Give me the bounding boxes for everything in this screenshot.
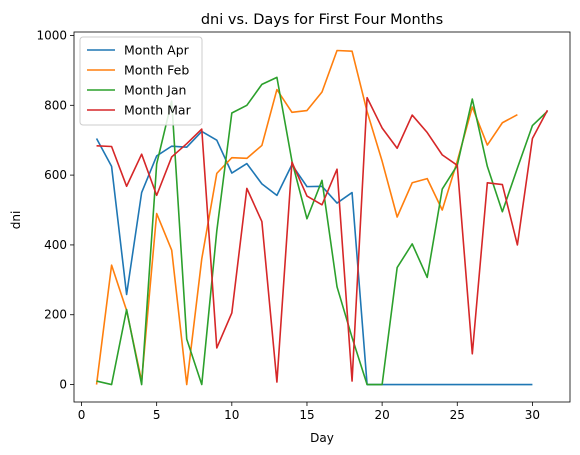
x-tick-label: 0: [78, 408, 86, 422]
plot-frame: [73, 31, 571, 403]
x-tick-label: 25: [450, 408, 465, 422]
y-tick-label: 1000: [36, 28, 67, 42]
legend: Month Apr Month Feb Month Jan Month Mar: [79, 36, 203, 126]
x-axis-label: Day: [310, 431, 334, 445]
y-axis: 0 200 400 600 800 1000: [36, 28, 74, 392]
y-axis-label: dni: [9, 211, 23, 230]
y-tick-label: 400: [44, 238, 67, 252]
series-line-month-apr: [95, 130, 533, 386]
x-tick-label: 30: [525, 408, 540, 422]
x-tick-label: 20: [374, 408, 389, 422]
series-line-month-mar: [96, 96, 549, 383]
legend-entry: Month Apr: [124, 43, 190, 58]
x-tick-label: 15: [299, 408, 314, 422]
series-line-month-feb: [95, 49, 518, 386]
y-tick-label: 0: [59, 378, 67, 392]
y-tick-label: 600: [44, 168, 67, 182]
x-tick-label: 10: [224, 408, 239, 422]
legend-entry: Month Jan: [124, 83, 186, 98]
chart-title: dni vs. Days for First Four Months: [201, 12, 443, 28]
legend-entry: Month Mar: [124, 103, 192, 118]
y-tick-label: 200: [44, 308, 67, 322]
y-tick-label: 800: [44, 98, 67, 112]
legend-box: [79, 36, 203, 126]
legend-entry: Month Feb: [124, 63, 189, 78]
x-tick-label: 5: [153, 408, 161, 422]
x-axis: 0 5 10 15 20 25 30: [78, 402, 540, 422]
